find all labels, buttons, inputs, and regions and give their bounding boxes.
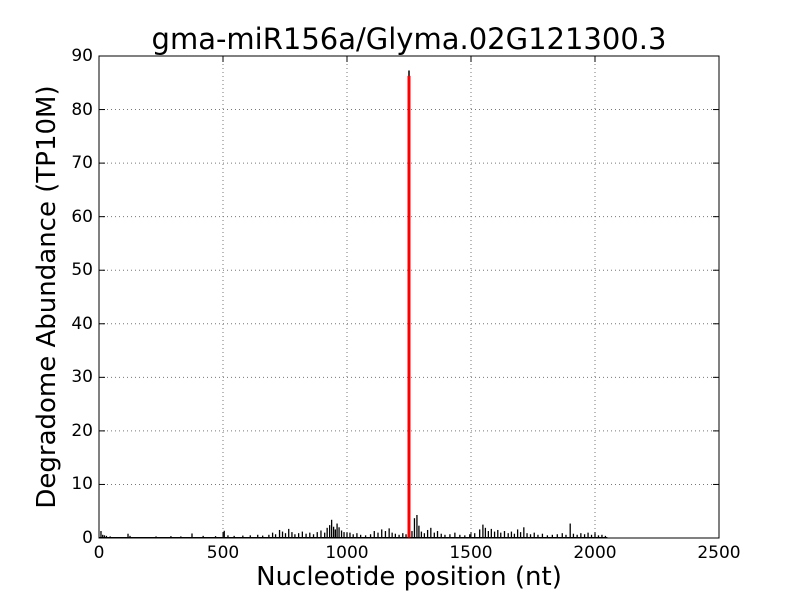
y-tick-label: 80 <box>71 99 93 120</box>
x-tick-label: 2500 <box>697 543 741 563</box>
y-tick-label: 70 <box>71 153 93 174</box>
y-tick-label: 10 <box>71 474 93 495</box>
y-tick-label: 30 <box>71 367 93 388</box>
y-tick-label: 50 <box>71 260 93 281</box>
grid-lines <box>99 56 719 538</box>
y-tick-label: 90 <box>71 46 93 66</box>
x-tick-label: 500 <box>206 543 240 563</box>
chart-title: gma-miR156a/Glyma.02G121300.3 <box>151 22 667 56</box>
series-degradome-background <box>99 514 608 538</box>
x-axis-label: Nucleotide position (nt) <box>256 562 562 592</box>
y-tick-label: 40 <box>71 313 93 334</box>
x-tick-label: 1500 <box>449 543 493 563</box>
y-tick-label: 20 <box>71 420 93 441</box>
y-tick-label: 0 <box>82 528 93 548</box>
x-tick-label: 0 <box>93 543 105 563</box>
x-tick-label: 2000 <box>573 543 617 563</box>
x-tick-label: 1000 <box>325 543 369 563</box>
axis-ticks <box>98 55 720 539</box>
y-tick-label: 60 <box>71 206 93 227</box>
axes-frame <box>98 55 720 539</box>
